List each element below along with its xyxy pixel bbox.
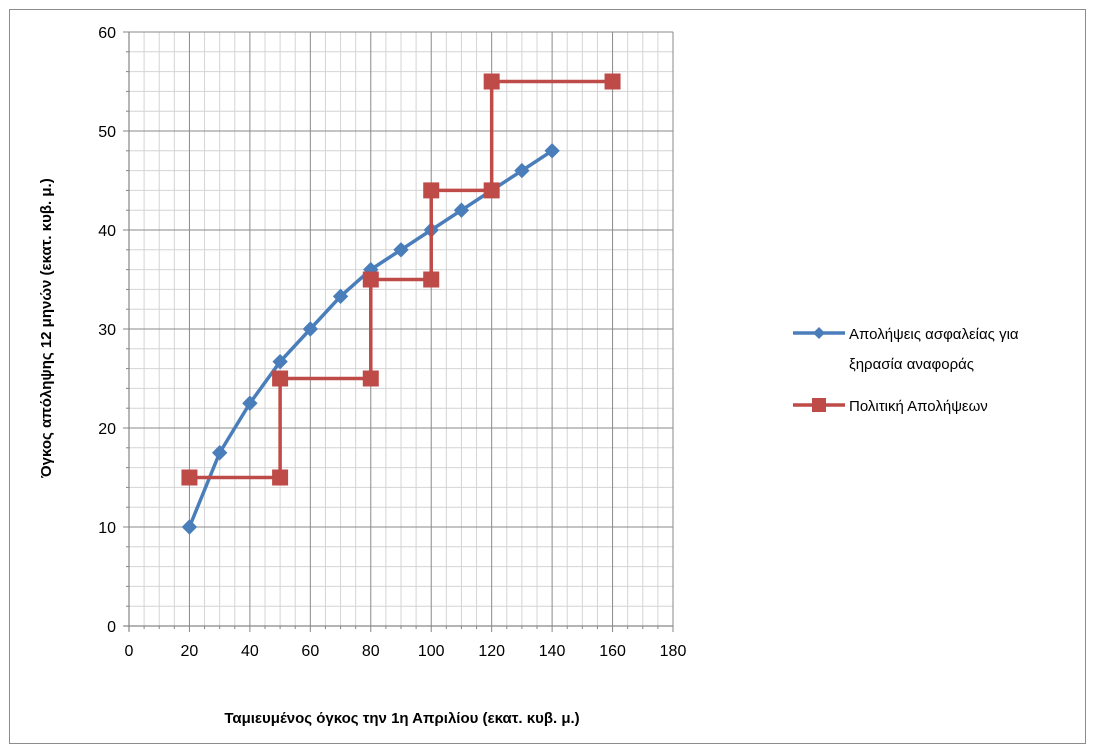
data-point bbox=[604, 73, 621, 90]
data-point bbox=[242, 395, 258, 411]
x-tick-label: 60 bbox=[301, 643, 319, 660]
x-tick-label: 80 bbox=[362, 643, 380, 660]
data-point bbox=[423, 271, 440, 288]
legend-marker bbox=[812, 398, 826, 412]
series-line bbox=[189, 79, 613, 480]
data-point bbox=[514, 162, 530, 179]
series bbox=[181, 73, 621, 535]
axes bbox=[123, 31, 674, 632]
tick-labels: 0 20 40 60 80 100 120 140 160 180 0 10 20 30 40 50 60 bbox=[98, 25, 686, 660]
data-point bbox=[483, 182, 500, 199]
x-tick-label: 180 bbox=[660, 643, 687, 660]
series-2 bbox=[181, 73, 621, 486]
data-point bbox=[211, 445, 228, 461]
data-point bbox=[423, 182, 440, 199]
legend-marker bbox=[813, 327, 825, 339]
y-tick-label: 60 bbox=[98, 25, 116, 42]
data-point bbox=[181, 469, 198, 486]
data-point bbox=[544, 143, 560, 159]
legend-item-1: Απολήψεις ασφαλείας για ξηρασία αναφοράς bbox=[793, 326, 1019, 373]
legend-label: Πολιτική Απολήψεων bbox=[849, 398, 988, 415]
y-axis-title: Όγκος απόληψης 12 μηνών (εκατ. κυβ. μ.) bbox=[38, 178, 55, 478]
y-tick-label: 0 bbox=[107, 619, 116, 636]
data-point bbox=[272, 469, 289, 486]
x-tick-label: 120 bbox=[478, 643, 505, 660]
x-tick-label: 140 bbox=[539, 643, 566, 660]
data-point bbox=[483, 73, 500, 90]
y-tick-label: 50 bbox=[98, 124, 116, 141]
x-tick-label: 0 bbox=[125, 643, 134, 660]
data-point bbox=[393, 242, 409, 258]
data-point bbox=[332, 288, 349, 305]
x-axis-title: Ταμιευμένος όγκος την 1η Απριλίου (εκατ.… bbox=[224, 710, 579, 727]
x-tick-label: 20 bbox=[181, 643, 199, 660]
data-point bbox=[272, 353, 288, 370]
legend-item-2: Πολιτική Απολήψεων bbox=[793, 398, 988, 415]
data-point bbox=[272, 370, 289, 387]
y-tick-label: 30 bbox=[98, 322, 116, 339]
legend-label: Απολήψεις ασφαλείας για bbox=[849, 326, 1019, 343]
legend-label: ξηρασία αναφοράς bbox=[849, 356, 974, 373]
y-tick-label: 20 bbox=[98, 421, 116, 438]
x-tick-label: 100 bbox=[418, 643, 445, 660]
data-point bbox=[302, 321, 319, 337]
data-point bbox=[362, 271, 379, 288]
data-point bbox=[181, 519, 198, 535]
x-tick-label: 160 bbox=[599, 643, 626, 660]
legend: Απολήψεις ασφαλείας για ξηρασία αναφοράς Π… bbox=[793, 326, 1019, 415]
grid bbox=[128, 31, 674, 627]
data-point bbox=[362, 370, 379, 387]
y-tick-label: 40 bbox=[98, 223, 116, 240]
y-tick-label: 10 bbox=[98, 520, 116, 537]
data-point bbox=[453, 202, 470, 218]
x-tick-label: 40 bbox=[241, 643, 259, 660]
